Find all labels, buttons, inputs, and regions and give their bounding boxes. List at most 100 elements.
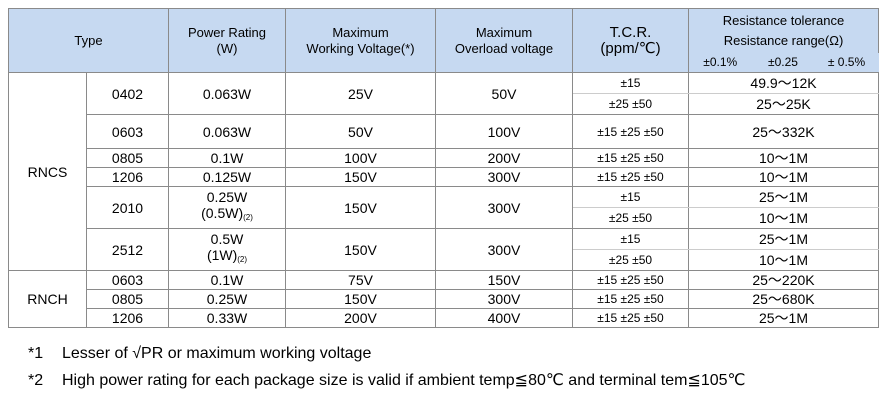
power-text: 0.063W bbox=[202, 85, 252, 102]
header-text: Resistance tolerance bbox=[722, 12, 845, 28]
header-cell: T.C.R. (ppm/℃) bbox=[572, 8, 689, 73]
spec-table: Type Power Rating (W) Maximum Working Volt… bbox=[8, 8, 880, 328]
header-text: Maximum bbox=[475, 24, 533, 40]
power-line: (1W)(2) bbox=[169, 247, 285, 268]
tcr-cell: ±15 ±25 ±50 bbox=[572, 289, 689, 309]
power-cell: 0.063W bbox=[168, 114, 286, 149]
range-cell: 25～332K bbox=[687, 114, 880, 149]
power-cell: 0.25W bbox=[168, 289, 286, 309]
overload-cell: 400V bbox=[435, 308, 573, 328]
size-cell: 0603 bbox=[86, 114, 169, 149]
header-text: Overload voltage bbox=[454, 40, 554, 56]
header-cell: Maximum Overload voltage bbox=[435, 8, 573, 73]
range-cell: 25～25K bbox=[687, 93, 880, 115]
range-cell: 49.9～12K bbox=[687, 72, 880, 94]
power-text: (0.5W) bbox=[201, 205, 244, 221]
power-text: 0.5W bbox=[210, 231, 244, 247]
range-cell: 25～1M bbox=[687, 308, 880, 328]
power-cell: 0.063W bbox=[168, 72, 286, 115]
power-text: 0.1W bbox=[210, 150, 244, 166]
tcr-cell: ±15 bbox=[572, 72, 689, 94]
size-cell: 1206 bbox=[86, 167, 169, 187]
tcr-cell: ±15 ±25 ±50 bbox=[572, 270, 689, 290]
power-text: 0.1W bbox=[210, 272, 244, 288]
working-cell: 150V bbox=[285, 228, 436, 271]
overload-cell: 300V bbox=[435, 228, 573, 271]
group-cell: RNCH bbox=[8, 270, 87, 328]
header-text: (ppm/℃) bbox=[600, 39, 661, 57]
power-cell: 0.25W (0.5W)(2) bbox=[168, 186, 286, 229]
power-text: 0.33W bbox=[206, 310, 248, 326]
header-text: Power Rating bbox=[187, 24, 267, 40]
overload-cell: 200V bbox=[435, 148, 573, 168]
tcr-cell: ±25 ±50 bbox=[572, 249, 689, 271]
note-text: High power rating for each package size … bbox=[62, 372, 746, 389]
header-text: (W) bbox=[216, 40, 238, 56]
table-row: 1206 0.125W 150V 300V ±15 ±25 ±50 10～1M bbox=[9, 167, 880, 187]
power-text: (1W) bbox=[206, 247, 238, 263]
note-text: Lesser of √PR or maximum working voltage bbox=[62, 345, 372, 362]
size-cell: 0402 bbox=[86, 72, 169, 115]
header-cell: Maximum Working Voltage(*) bbox=[285, 8, 436, 73]
overload-cell: 50V bbox=[435, 72, 573, 115]
size-cell: 0805 bbox=[86, 289, 169, 309]
table-row: RNCH 0603 0.1W 75V 150V ±15 ±25 ±50 25～220K bbox=[8, 270, 880, 328]
notes: *1 Lesser of √PR or maximum working volta… bbox=[28, 343, 746, 397]
tolerance-column: ±0.1% bbox=[688, 52, 752, 73]
table-row: 2512 0.5W (1W)(2) 150V 300V ±15 25～1M bbox=[9, 228, 880, 271]
power-line: (0.5W)(2) bbox=[169, 205, 285, 226]
size-cell: 2010 bbox=[86, 186, 169, 229]
working-cell: 150V bbox=[285, 186, 436, 229]
header-cell: Resistance tolerance Resistance range(Ω) bbox=[687, 8, 880, 53]
working-cell: 100V bbox=[285, 148, 436, 168]
size-cell: 2512 bbox=[86, 228, 169, 271]
power-text: 0.25W bbox=[206, 291, 248, 307]
table-row: RNCS 0402 0.063W 25V 50V ±15 49.9～12K bbox=[8, 72, 880, 271]
power-text: 0.25W bbox=[206, 189, 248, 205]
table-row: 1206 0.33W 200V 400V ±15 ±25 ±50 25～1M bbox=[9, 308, 880, 328]
power-cell: 0.1W bbox=[168, 148, 286, 168]
table-row: 0805 0.1W 100V 200V ±15 ±25 ±50 10～1M bbox=[9, 148, 880, 168]
group-cell: RNCS bbox=[8, 72, 87, 271]
size-cell: 1206 bbox=[86, 308, 169, 328]
table-row: 0805 0.25W 150V 300V ±15 ±25 ±50 25～680K bbox=[9, 289, 880, 309]
tcr-cell: ±25 ±50 bbox=[572, 93, 689, 115]
overload-cell: 150V bbox=[435, 270, 573, 290]
table-row: 2010 0.25W (0.5W)(2) 150V 300V ±15 25～1M bbox=[9, 186, 880, 229]
note-line: *1 Lesser of √PR or maximum working volta… bbox=[28, 343, 746, 370]
range-cell: 10～1M bbox=[687, 249, 880, 271]
range-cell: 10～1M bbox=[687, 167, 880, 187]
tolerance-column: ±0.25 bbox=[751, 52, 815, 73]
range-cell: 10～1M bbox=[687, 148, 880, 168]
range-cell: 25～1M bbox=[687, 186, 880, 208]
note-marker: *1 bbox=[28, 345, 44, 362]
power-cell: 0.1W bbox=[168, 270, 286, 290]
overload-cell: 300V bbox=[435, 167, 573, 187]
working-cell: 200V bbox=[285, 308, 436, 328]
range-cell: 25～220K bbox=[687, 270, 880, 290]
power-note: (2) bbox=[243, 213, 253, 222]
header-cell: Power Rating (W) bbox=[168, 8, 286, 73]
overload-cell: 300V bbox=[435, 289, 573, 309]
header-text: Resistance range(Ω) bbox=[723, 32, 844, 48]
tcr-cell: ±15 ±25 ±50 bbox=[572, 148, 689, 168]
table-row: 0603 0.063W 50V 100V ±15 ±25 ±50 25～332K bbox=[9, 114, 880, 149]
tcr-cell: ±15 bbox=[572, 228, 689, 250]
header-text: Working Voltage(*) bbox=[306, 40, 415, 56]
tcr-cell: ±25 ±50 bbox=[572, 207, 689, 229]
header-text: Maximum bbox=[332, 24, 389, 40]
tcr-cell: ±15 ±25 ±50 bbox=[572, 114, 689, 149]
power-text: 0.125W bbox=[202, 169, 252, 185]
note-marker: *2 bbox=[28, 372, 44, 389]
working-cell: 75V bbox=[285, 270, 436, 290]
range-cell: 10～1M bbox=[687, 207, 880, 229]
tolerance-column: ± 0.5% bbox=[814, 52, 879, 73]
tcr-cell: ±15 bbox=[572, 186, 689, 208]
header-text: T.C.R. bbox=[609, 23, 652, 41]
overload-cell: 100V bbox=[435, 114, 573, 149]
working-cell: 150V bbox=[285, 167, 436, 187]
range-cell: 25～680K bbox=[687, 289, 880, 309]
tcr-cell: ±15 ±25 ±50 bbox=[572, 308, 689, 328]
working-cell: 25V bbox=[285, 72, 436, 115]
power-text: 0.063W bbox=[202, 123, 252, 140]
